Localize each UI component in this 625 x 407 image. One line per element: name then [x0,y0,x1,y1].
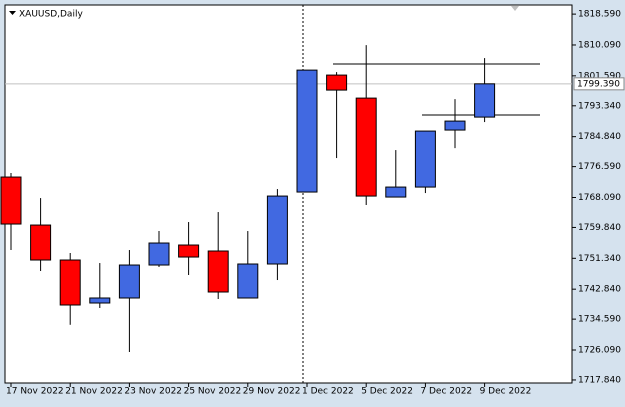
candle-body [474,83,496,118]
candle-body [0,176,22,225]
candle-body [326,74,348,91]
candle-body [237,263,259,299]
candle-body [266,195,288,265]
x-tick-label: 7 Dec 2022 [420,387,472,397]
candle-body [385,186,407,198]
candle-body [355,97,377,197]
y-tick-label: 1717.840 [578,375,621,385]
plot-area [4,4,573,384]
x-tick-label: 1 Dec 2022 [302,387,354,397]
bid-label-box [573,77,625,91]
y-tick-label: 1768.090 [578,193,621,203]
x-tick-label: 25 Nov 2022 [184,387,242,397]
y-tick-label: 1810.090 [578,40,621,50]
candle-body [30,224,52,261]
y-tick-label: 1759.840 [578,223,621,233]
candle-body [148,242,170,266]
y-tick-label: 1776.590 [578,162,621,172]
candle-body [118,264,140,299]
y-tick-label: 1751.340 [578,254,621,264]
chart-title: XAUUSD,Daily [19,10,83,20]
x-tick-label: 21 Nov 2022 [65,387,123,397]
y-tick-label: 1742.840 [578,285,621,295]
candle-body [414,130,436,188]
candle-body [296,69,318,193]
menu-arrow[interactable] [9,11,16,15]
bid-label: 1799.390 [577,79,620,89]
x-tick-label: 9 Dec 2022 [480,387,532,397]
y-tick-label: 1784.840 [578,132,621,142]
candle-body [207,250,229,293]
y-tick-label: 1726.090 [578,345,621,355]
y-tick-label: 1818.590 [578,10,621,20]
y-tick-label: 1801.590 [578,71,621,81]
candle-body [89,297,111,304]
shift-marker [511,6,519,11]
candle-body [178,244,200,258]
candle-body [444,120,466,131]
x-tick-label: 29 Nov 2022 [243,387,301,397]
x-tick-label: 17 Nov 2022 [6,387,64,397]
y-tick-label: 1734.590 [578,315,621,325]
x-tick-label: 5 Dec 2022 [361,387,413,397]
y-tick-label: 1793.340 [578,101,621,111]
candle-body [59,259,81,306]
x-tick-label: 23 Nov 2022 [124,387,182,397]
